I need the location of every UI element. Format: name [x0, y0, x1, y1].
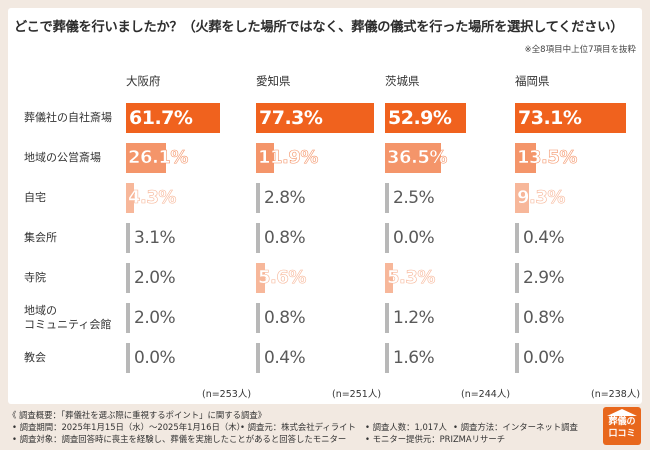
summary-period: • 調査期間：2025年1月15日（水）〜2025年1月16日（木）: [12, 422, 245, 432]
data-label: 36.5%: [387, 147, 448, 169]
data-label: 0.0%: [393, 228, 435, 248]
data-bar: [126, 263, 130, 293]
data-bar: [515, 103, 627, 133]
data-bar: [256, 343, 260, 373]
logo-text-top: 葬儀の: [608, 417, 636, 427]
data-bar: [515, 223, 519, 253]
data-label: 3.1%: [134, 228, 176, 248]
data-bar: [515, 303, 519, 333]
logo: 葬儀の 口コミ: [603, 407, 641, 445]
sample-size: (n=238人): [591, 389, 641, 400]
data-bar: [256, 263, 265, 293]
data-label: 2.9%: [523, 268, 565, 288]
data-bar: [385, 183, 389, 213]
summary-provider: • モニター提供元：PRIZMAリサーチ: [365, 434, 506, 444]
summary-source: • 調査元：株式会社ディライト: [240, 422, 356, 432]
category-label: 教会: [24, 351, 46, 364]
data-bar: [515, 263, 519, 293]
data-label: 1.2%: [393, 308, 435, 328]
data-label: 61.7%: [129, 107, 193, 129]
data-bar: [126, 343, 130, 373]
chart-title: どこで葬儀を行いましたか？（火葬をした場所ではなく、葬儀の儀式を行った場所を選択…: [14, 20, 624, 35]
data-bar: [515, 343, 519, 373]
category-label: 自宅: [24, 191, 46, 204]
data-label: 0.8%: [523, 308, 565, 328]
data-bar: [126, 103, 221, 133]
data-label: 0.0%: [134, 348, 176, 368]
data-bar: [126, 223, 130, 253]
data-label: 2.8%: [264, 188, 306, 208]
category-label: 寺院: [24, 271, 46, 284]
chart-note: ※全8項目中上位7項目を抜粋: [524, 45, 636, 55]
category-label: 地域の コミュニティ会館: [24, 304, 112, 331]
category-label: 集会所: [24, 231, 57, 244]
data-bar: [385, 223, 389, 253]
data-label: 0.4%: [523, 228, 565, 248]
data-bar: [256, 183, 260, 213]
data-label: 26.1%: [128, 147, 189, 169]
data-label: 5.6%: [258, 267, 307, 289]
data-bar: [256, 303, 260, 333]
sample-size: (n=244人): [461, 389, 511, 400]
summary-method: • 調査方法：インターネット調査: [453, 422, 578, 432]
data-label: 0.0%: [523, 348, 565, 368]
summary-count: • 調査人数：1,017人: [365, 422, 447, 432]
region-header: 大阪府: [126, 74, 161, 88]
data-bar: [515, 143, 536, 173]
data-bar: [385, 303, 389, 333]
region-header: 福岡県: [515, 74, 550, 88]
data-bar: [126, 303, 130, 333]
data-label: 2.5%: [393, 188, 435, 208]
logo-roof-icon: [607, 409, 637, 416]
data-bar: [126, 143, 166, 173]
data-label: 11.9%: [258, 147, 319, 169]
category-label: 地域の公営斎場: [24, 151, 101, 164]
data-bar: [385, 263, 394, 293]
sample-size: (n=253人): [202, 389, 252, 400]
data-bar: [385, 143, 441, 173]
data-bar: [256, 223, 260, 253]
data-bar: [256, 143, 275, 173]
chart-panel: [8, 8, 642, 404]
data-label: 0.4%: [264, 348, 306, 368]
data-bar: [515, 183, 530, 213]
data-label: 13.5%: [517, 147, 578, 169]
data-label: 4.3%: [128, 187, 177, 209]
data-bar: [385, 343, 389, 373]
summary-target: • 調査対象：調査回答時に喪主を経験し、葬儀を実施したことがあると回答したモニタ…: [12, 434, 347, 444]
data-label: 1.6%: [393, 348, 435, 368]
region-header: 茨城県: [385, 74, 420, 88]
sample-size: (n=251人): [332, 389, 382, 400]
data-label: 9.3%: [517, 187, 566, 209]
summary-heading: 《 調査概要：「葬儀社を選ぶ際に重視するポイント」に関する調査》: [8, 410, 267, 420]
data-label: 2.0%: [134, 308, 176, 328]
logo-text-bottom: 口コミ: [608, 429, 636, 439]
data-label: 0.8%: [264, 308, 306, 328]
data-label: 77.3%: [259, 107, 323, 129]
data-label: 73.1%: [518, 107, 582, 129]
region-header: 愛知県: [256, 74, 291, 88]
data-label: 0.8%: [264, 228, 306, 248]
data-label: 2.0%: [134, 268, 176, 288]
data-bar: [256, 103, 374, 133]
data-label: 5.3%: [387, 267, 436, 289]
data-bar: [126, 183, 134, 213]
data-bar: [385, 103, 466, 133]
data-label: 52.9%: [388, 107, 452, 129]
category-label: 葬儀社の自社斎場: [24, 111, 112, 124]
